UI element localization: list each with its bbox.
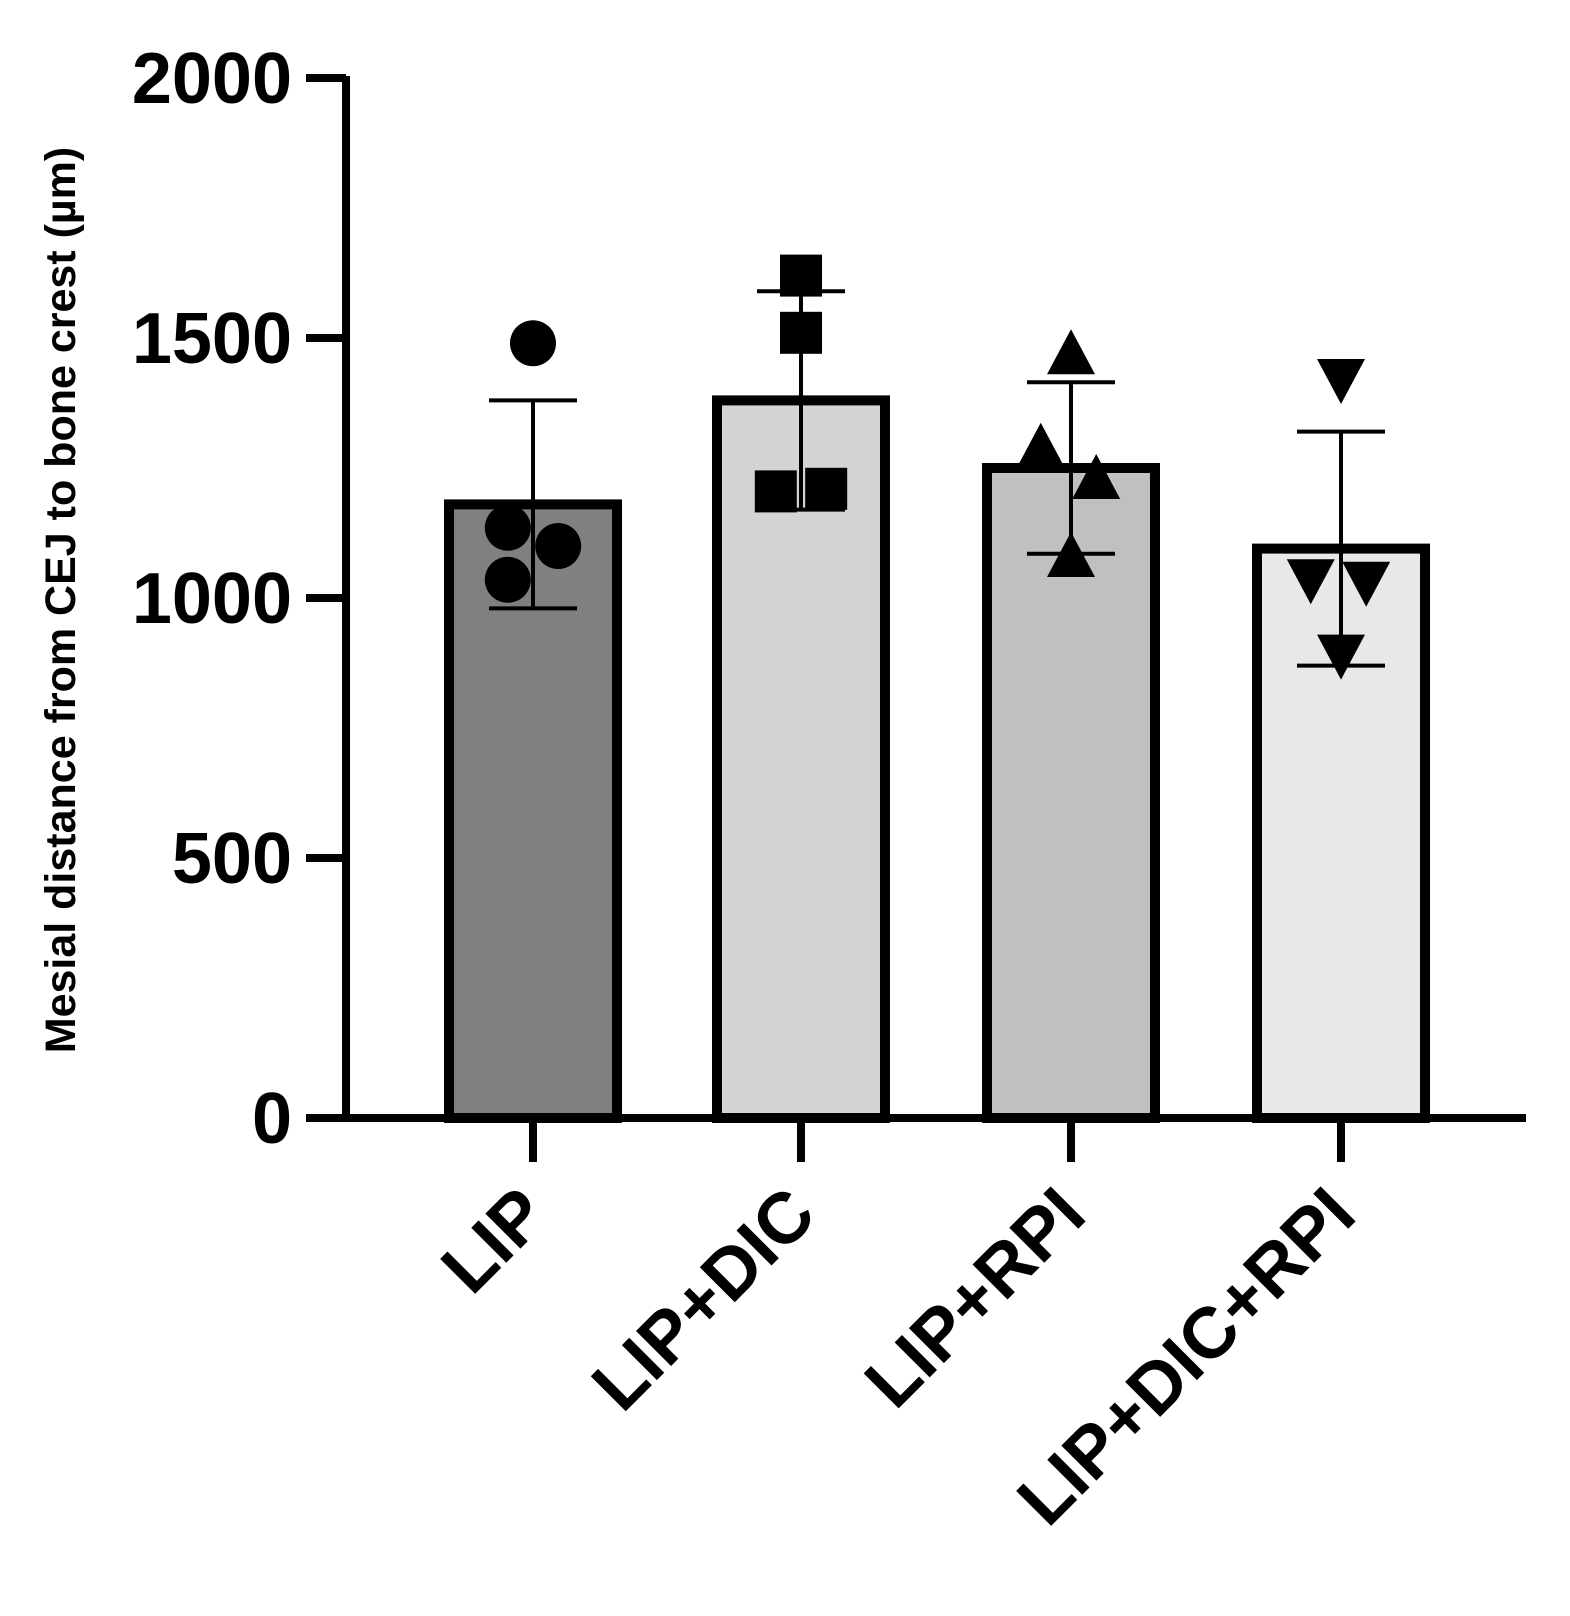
data-points-layer [484, 254, 1391, 680]
data-point-4-4 [1317, 634, 1365, 680]
y-tick-label-2000: 2000 [132, 39, 292, 119]
data-point-1-2 [484, 504, 531, 551]
data-point-1-4 [484, 556, 531, 603]
y-axis-title-group: Mesial distance from CEJ to bone crest (… [37, 147, 85, 1054]
y-tick-label-500: 500 [172, 819, 292, 899]
x-tick-label-3: LIP+RPI [850, 1173, 1100, 1423]
data-point-2-3 [754, 470, 797, 513]
data-point-2-2 [780, 311, 822, 354]
data-point-1-3 [535, 523, 582, 569]
data-point-4-3 [1342, 561, 1391, 607]
data-point-2-1 [780, 254, 822, 297]
data-point-4-2 [1286, 559, 1335, 605]
data-point-3-4 [1047, 532, 1095, 577]
data-point-1-1 [510, 320, 556, 367]
y-tick-label-1000: 1000 [132, 559, 292, 639]
y-tick-label-0: 0 [252, 1079, 292, 1159]
data-point-4-1 [1317, 359, 1365, 404]
bars-layer [444, 395, 1430, 1123]
data-point-3-2 [1016, 422, 1065, 468]
x-tick-label-1: LIP [427, 1173, 563, 1309]
x-tick-label-2: LIP+DIC [577, 1173, 830, 1426]
data-point-3-3 [1072, 454, 1121, 499]
error-bars-layer [489, 289, 1385, 668]
data-point-2-4 [805, 467, 848, 510]
axes-layer [306, 74, 1526, 1162]
y-axis-title: Mesial distance from CEJ to bone crest (… [37, 147, 85, 1054]
bar-4 [1252, 543, 1430, 1123]
y-tick-label-1500: 1500 [132, 299, 292, 379]
data-point-3-1 [1047, 329, 1095, 375]
